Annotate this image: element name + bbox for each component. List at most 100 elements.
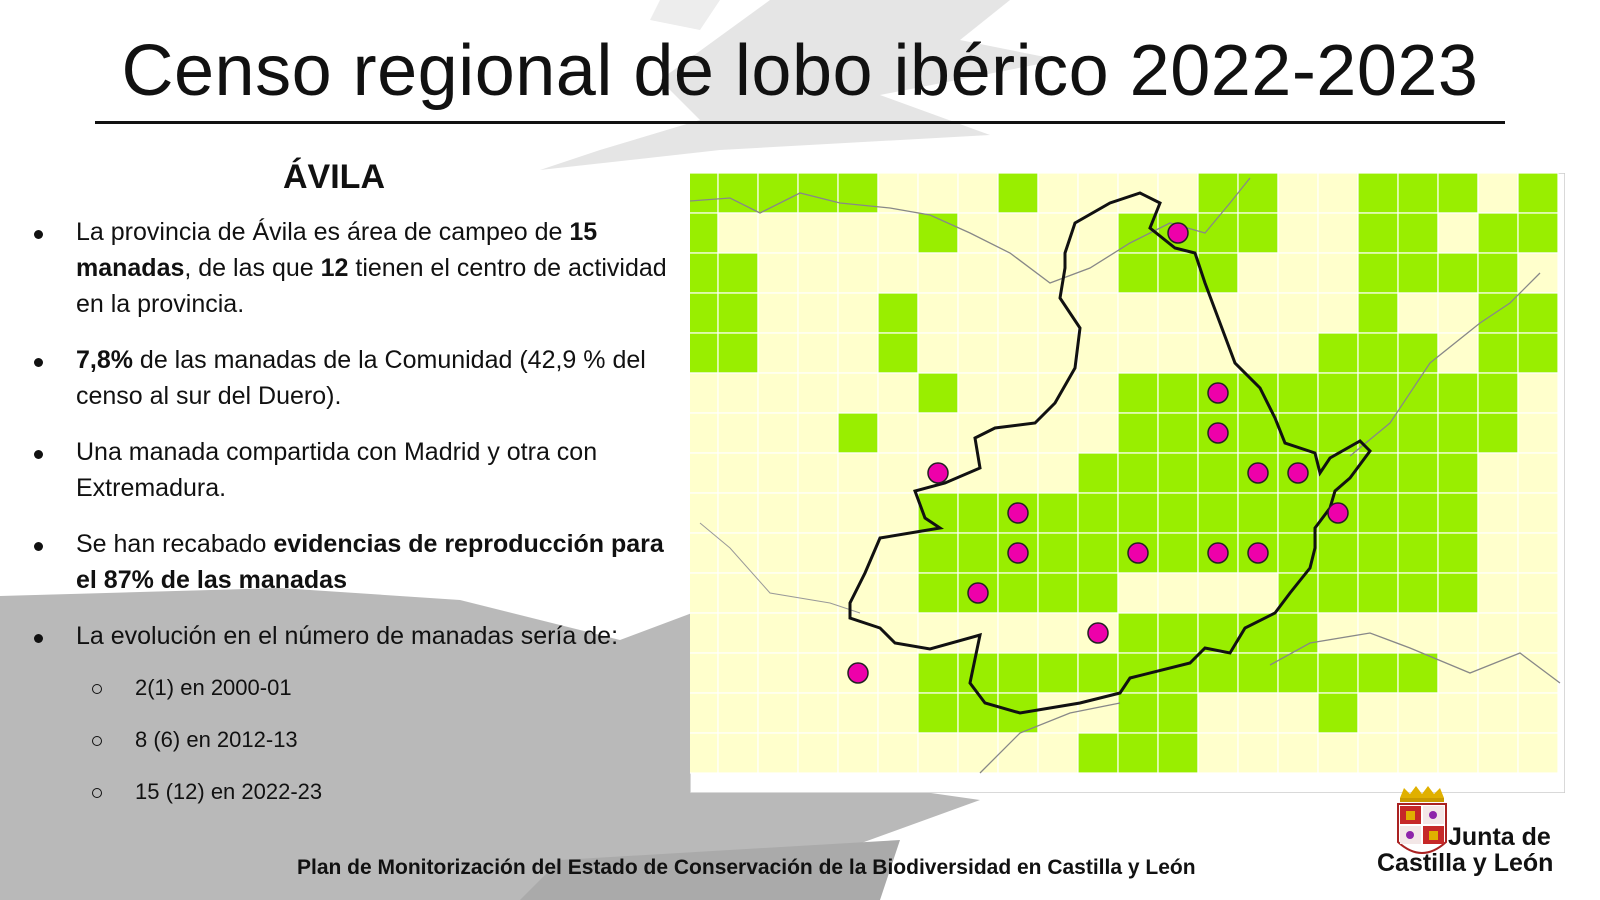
absence-cell: [1357, 612, 1399, 654]
absence-cell: [997, 612, 1039, 654]
pack-center-marker: [1247, 462, 1269, 484]
presence-cell: [1437, 572, 1479, 614]
absence-cell: [877, 532, 919, 574]
pack-center-marker: [847, 662, 869, 684]
presence-cell: [1197, 492, 1239, 534]
presence-cell: [690, 252, 719, 294]
absence-cell: [957, 173, 999, 214]
absence-cell: [717, 692, 759, 734]
absence-cell: [1117, 292, 1159, 334]
absence-cell: [1357, 732, 1399, 774]
presence-cell: [1277, 372, 1319, 414]
text-run: La provincia de Ávila es área de campeo …: [76, 218, 570, 246]
absence-cell: [1317, 612, 1359, 654]
absence-cell: [1077, 412, 1119, 454]
presence-cell: [997, 173, 1039, 214]
absence-cell: [717, 372, 759, 414]
absence-cell: [1517, 572, 1559, 614]
absence-cell: [1237, 292, 1279, 334]
presence-cell: [717, 173, 759, 214]
presence-cell: [1157, 532, 1199, 574]
absence-cell: [690, 732, 719, 774]
presence-cell: [1437, 412, 1479, 454]
presence-cell: [717, 332, 759, 374]
presence-cell: [957, 652, 999, 694]
absence-cell: [690, 692, 719, 734]
presence-cell: [1397, 173, 1439, 214]
absence-cell: [1237, 332, 1279, 374]
absence-cell: [1437, 652, 1479, 694]
absence-cell: [1517, 492, 1559, 534]
sub-bullet-circle: [92, 684, 102, 694]
presence-cell: [1357, 173, 1399, 214]
presence-cell: [1237, 212, 1279, 254]
absence-cell: [877, 692, 919, 734]
title-underline: [95, 121, 1505, 124]
absence-cell: [757, 652, 799, 694]
presence-cell: [1157, 732, 1199, 774]
presence-cell: [1357, 332, 1399, 374]
presence-cell: [1037, 652, 1079, 694]
absence-cell: [1037, 173, 1079, 214]
presence-cell: [1397, 372, 1439, 414]
absence-cell: [1157, 292, 1199, 334]
absence-cell: [797, 332, 839, 374]
presence-cell: [1397, 532, 1439, 574]
pack-center-marker: [1207, 542, 1229, 564]
absence-cell: [1077, 212, 1119, 254]
evolution-item: 2(1) en 2000-01: [24, 668, 684, 720]
absence-cell: [1037, 292, 1079, 334]
presence-cell: [1117, 452, 1159, 494]
absence-cell: [1477, 692, 1519, 734]
absence-cell: [1477, 732, 1519, 774]
absence-cell: [997, 372, 1039, 414]
presence-cell: [1277, 492, 1319, 534]
presence-cell: [1037, 532, 1079, 574]
absence-cell: [1437, 292, 1479, 334]
presence-cell: [1397, 412, 1439, 454]
presence-cell: [1157, 612, 1199, 654]
absence-cell: [757, 252, 799, 294]
absence-cell: [917, 732, 959, 774]
presence-cell: [1117, 412, 1159, 454]
presence-cell: [997, 572, 1039, 614]
pack-center-marker: [1287, 462, 1309, 484]
absence-cell: [690, 412, 719, 454]
text-run: La evolución en el número de manadas ser…: [76, 622, 619, 650]
absence-cell: [997, 292, 1039, 334]
bullet-dot: [34, 450, 43, 459]
presence-cell: [1157, 492, 1199, 534]
footer-text: Plan de Monitorización del Estado de Con…: [297, 856, 1196, 879]
absence-cell: [997, 412, 1039, 454]
bullet-text: Una manada compartida con Madrid y otra …: [76, 438, 597, 502]
absence-cell: [837, 252, 879, 294]
absence-cell: [757, 532, 799, 574]
bullet-text: 7,8% de las manadas de la Comunidad (42,…: [76, 346, 646, 410]
absence-cell: [877, 572, 919, 614]
pack-center-marker: [1007, 542, 1029, 564]
presence-cell: [1397, 452, 1439, 494]
absence-cell: [797, 252, 839, 294]
presence-cell: [1237, 173, 1279, 214]
presence-cell: [1477, 252, 1519, 294]
presence-cell: [957, 692, 999, 734]
presence-cell: [917, 572, 959, 614]
absence-cell: [1397, 732, 1439, 774]
presence-cell: [1517, 212, 1559, 254]
absence-cell: [957, 292, 999, 334]
presence-cell: [1197, 173, 1239, 214]
presence-cell: [837, 173, 879, 214]
absence-cell: [717, 612, 759, 654]
absence-cell: [797, 732, 839, 774]
absence-cell: [1437, 692, 1479, 734]
presence-cell: [1277, 612, 1319, 654]
absence-cell: [797, 652, 839, 694]
presence-cell: [1237, 612, 1279, 654]
bullet-item: La evolución en el número de manadas ser…: [24, 618, 684, 654]
presence-cell: [690, 292, 719, 334]
pack-center-marker: [1247, 542, 1269, 564]
absence-cell: [797, 572, 839, 614]
neighbor-province-border: [699, 522, 861, 614]
bullet-text: Se han recabado evidencias de reproducci…: [76, 530, 664, 594]
absence-cell: [1517, 732, 1559, 774]
